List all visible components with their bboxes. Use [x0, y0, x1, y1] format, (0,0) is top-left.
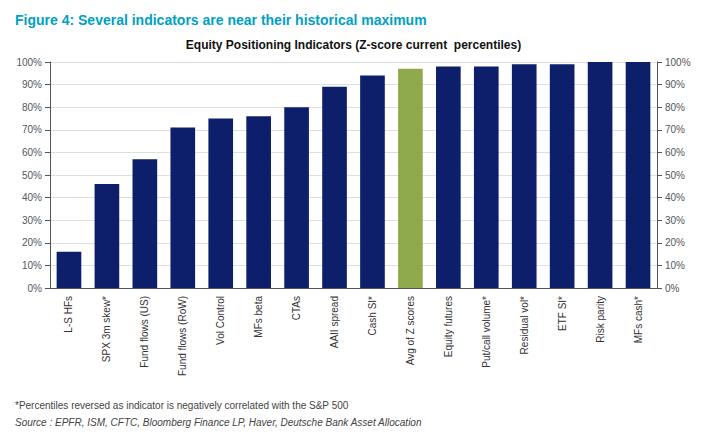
svg-text:20%: 20% [22, 237, 42, 248]
svg-text:10%: 10% [22, 260, 42, 271]
svg-text:Equity futures: Equity futures [443, 296, 454, 357]
svg-text:90%: 90% [22, 79, 42, 90]
svg-text:Equity Positioning Indicators: Equity Positioning Indicators (Z-score c… [186, 38, 521, 52]
svg-text:80%: 80% [22, 102, 42, 113]
svg-text:MFs beta: MFs beta [253, 296, 264, 338]
svg-text:0%: 0% [28, 283, 43, 294]
svg-text:L-S HFs: L-S HFs [63, 296, 74, 333]
svg-text:Residual vol*: Residual vol* [519, 296, 530, 354]
svg-text:Cash SI*: Cash SI* [367, 296, 378, 336]
svg-text:70%: 70% [22, 124, 42, 135]
svg-text:Vol Control: Vol Control [215, 296, 226, 345]
svg-text:SPX 3m skew*: SPX 3m skew* [101, 296, 112, 362]
svg-text:Avg of Z scores: Avg of Z scores [405, 296, 416, 365]
svg-text:30%: 30% [665, 215, 685, 226]
svg-text:Source : EPFR, ISM, CFTC, Bloo: Source : EPFR, ISM, CFTC, Bloomberg Fina… [15, 417, 422, 428]
svg-text:50%: 50% [22, 170, 42, 181]
svg-text:80%: 80% [665, 102, 685, 113]
svg-text:30%: 30% [22, 215, 42, 226]
svg-text:10%: 10% [665, 260, 685, 271]
svg-text:100%: 100% [16, 57, 42, 68]
svg-text:50%: 50% [665, 170, 685, 181]
svg-text:*Percentiles reversed as indic: *Percentiles reversed as indicator is ne… [15, 400, 349, 411]
svg-text:40%: 40% [665, 192, 685, 203]
svg-text:Put/call volume*: Put/call volume* [481, 296, 492, 368]
svg-text:ETF SI*: ETF SI* [557, 296, 568, 331]
svg-text:60%: 60% [22, 147, 42, 158]
svg-text:MFs cash*: MFs cash* [633, 296, 644, 343]
svg-text:CTAs: CTAs [291, 296, 302, 320]
svg-text:Risk parity: Risk parity [595, 296, 606, 343]
svg-text:70%: 70% [665, 124, 685, 135]
svg-text:Fund flows (US): Fund flows (US) [139, 296, 150, 368]
svg-text:40%: 40% [22, 192, 42, 203]
svg-text:60%: 60% [665, 147, 685, 158]
svg-text:AAII spread: AAII spread [329, 296, 340, 348]
svg-text:Fund flows (RoW): Fund flows (RoW) [177, 296, 188, 376]
svg-text:0%: 0% [665, 283, 680, 294]
svg-text:90%: 90% [665, 79, 685, 90]
svg-text:20%: 20% [665, 237, 685, 248]
svg-text:100%: 100% [665, 57, 691, 68]
svg-text:Figure 4: Several indicators a: Figure 4: Several indicators are near th… [15, 12, 427, 28]
